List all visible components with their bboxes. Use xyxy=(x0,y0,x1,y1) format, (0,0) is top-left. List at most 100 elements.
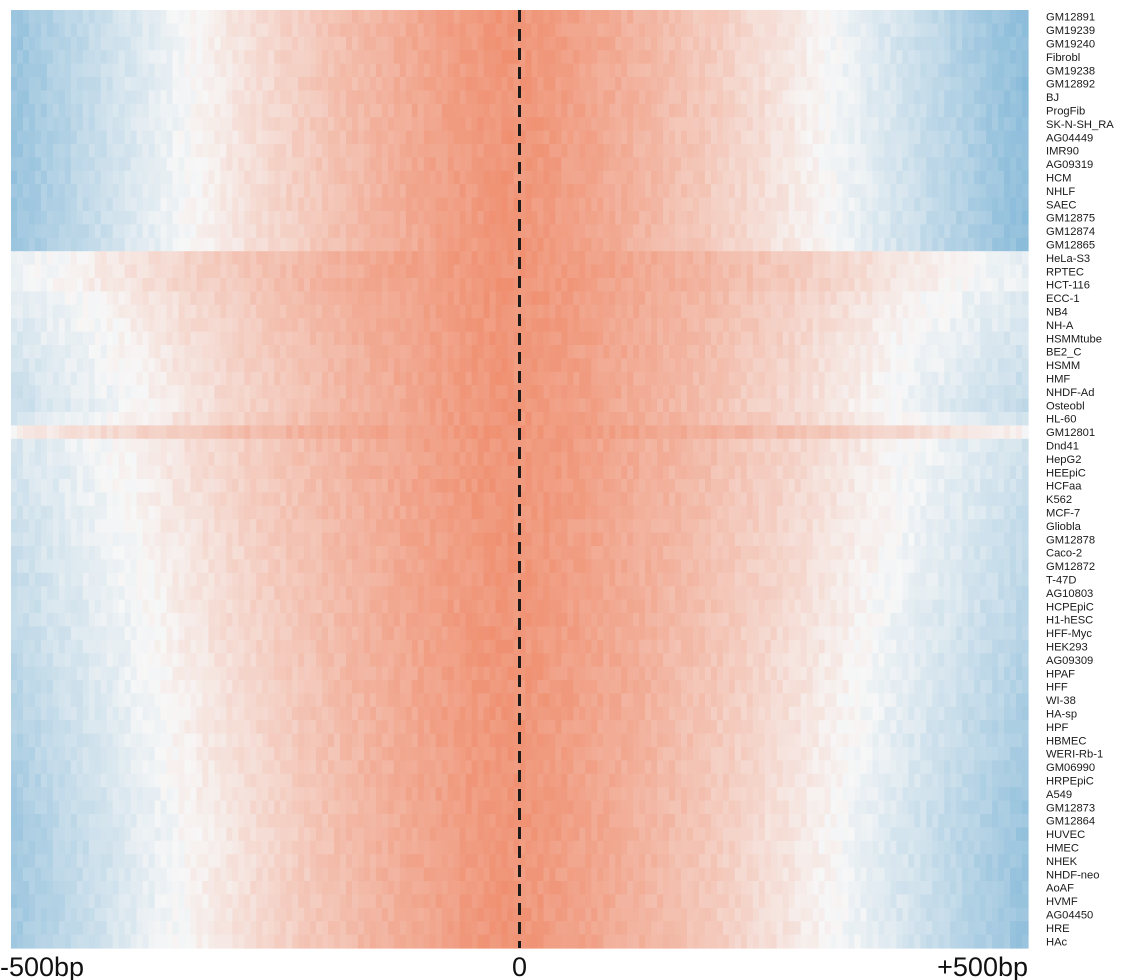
heatmap-cell xyxy=(202,157,210,172)
heatmap-cell xyxy=(274,331,281,346)
heatmap-cell xyxy=(477,144,485,158)
heatmap-cell xyxy=(40,157,48,172)
heatmap-cell xyxy=(764,184,772,199)
heatmap-cell xyxy=(932,50,939,65)
heatmap-cell xyxy=(238,211,245,225)
heatmap-cell xyxy=(52,144,60,158)
heatmap-cell xyxy=(884,278,891,292)
heatmap-cell xyxy=(603,77,610,91)
heatmap-cell xyxy=(896,251,903,266)
heatmap-cell xyxy=(800,278,808,292)
heatmap-cell xyxy=(340,157,347,172)
heatmap-cell xyxy=(675,50,682,65)
heatmap-cell xyxy=(22,331,30,346)
heatmap-cell xyxy=(651,63,658,78)
heatmap-cell xyxy=(316,10,323,24)
heatmap-cell xyxy=(615,144,622,158)
heatmap-cell xyxy=(549,291,556,306)
heatmap-cell xyxy=(926,10,933,24)
heatmap-cell xyxy=(561,170,568,185)
heatmap-cell xyxy=(579,184,586,199)
heatmap-cell xyxy=(842,264,850,279)
heatmap-cell xyxy=(782,197,790,212)
heatmap-cell xyxy=(441,117,449,132)
heatmap-cell xyxy=(902,130,909,145)
heatmap-cell xyxy=(441,224,449,239)
heatmap-cell xyxy=(58,211,66,225)
heatmap-cell xyxy=(226,157,233,172)
heatmap-cell xyxy=(274,371,281,386)
heatmap-cell xyxy=(836,77,844,91)
heatmap-cell xyxy=(531,197,539,212)
heatmap-cell xyxy=(968,224,975,239)
heatmap-cell xyxy=(334,385,341,400)
heatmap-cell xyxy=(746,385,754,400)
heatmap-cell xyxy=(962,130,969,145)
heatmap-cell xyxy=(986,63,993,78)
heatmap-cell xyxy=(369,318,377,333)
heatmap-cell xyxy=(304,170,311,185)
heatmap-cell xyxy=(836,117,844,132)
heatmap-cell xyxy=(11,318,18,333)
heatmap-cell xyxy=(268,318,275,333)
heatmap-cell xyxy=(40,103,48,118)
heatmap-cell xyxy=(998,77,1005,91)
heatmap-cell xyxy=(88,23,96,38)
heatmap-cell xyxy=(788,371,796,386)
heatmap-cell xyxy=(16,197,24,212)
heatmap-cell xyxy=(393,291,401,306)
heatmap-cell xyxy=(1004,291,1011,306)
heatmap-cell xyxy=(926,318,933,333)
heatmap-cell xyxy=(148,77,156,91)
heatmap-cell xyxy=(663,291,670,306)
heatmap-cell xyxy=(728,237,736,252)
heatmap-cell xyxy=(220,77,227,91)
heatmap-cell xyxy=(902,23,909,38)
heatmap-cell xyxy=(507,144,515,158)
heatmap-cell xyxy=(232,318,239,333)
heatmap-cell xyxy=(190,264,198,279)
heatmap-cell xyxy=(537,224,545,239)
heatmap-cell xyxy=(274,278,281,292)
heatmap-cell xyxy=(836,36,844,51)
heatmap-cell xyxy=(76,157,84,172)
heatmap-cell xyxy=(525,278,533,292)
heatmap-cell xyxy=(495,184,503,199)
heatmap-cell xyxy=(555,237,562,252)
heatmap-cell xyxy=(1016,211,1023,225)
heatmap-cell xyxy=(40,291,48,306)
heatmap-cell xyxy=(328,36,335,51)
heatmap-cell xyxy=(531,63,539,78)
heatmap-cell xyxy=(746,291,754,306)
heatmap-cell xyxy=(16,278,24,292)
heatmap-cell xyxy=(920,184,927,199)
heatmap-cell xyxy=(698,36,706,51)
heatmap-cell xyxy=(417,63,425,78)
heatmap-cell xyxy=(872,117,880,132)
heatmap-cell xyxy=(878,345,886,359)
heatmap-cell xyxy=(603,63,610,78)
heatmap-cell xyxy=(752,291,760,306)
heatmap-cell xyxy=(310,117,317,132)
heatmap-cell xyxy=(764,291,772,306)
heatmap-cell xyxy=(878,103,886,118)
heatmap-cell xyxy=(710,90,718,105)
heatmap-cell xyxy=(250,63,257,78)
heatmap-cell xyxy=(346,77,353,91)
heatmap-cell xyxy=(429,304,437,319)
heatmap-cell xyxy=(944,211,951,225)
heatmap-cell xyxy=(40,36,48,51)
heatmap-cell xyxy=(11,170,18,185)
heatmap-cell xyxy=(878,304,886,319)
heatmap-cell xyxy=(704,278,712,292)
heatmap-cell xyxy=(274,197,281,212)
heatmap-cell xyxy=(160,170,168,185)
heatmap-cell xyxy=(256,318,263,333)
heatmap-cell xyxy=(645,358,652,373)
heatmap-cell xyxy=(160,304,168,319)
heatmap-cell xyxy=(824,345,832,359)
heatmap-cell xyxy=(896,36,903,51)
heatmap-cell xyxy=(46,291,54,306)
heatmap-cell xyxy=(926,103,933,118)
heatmap-cell xyxy=(740,157,748,172)
